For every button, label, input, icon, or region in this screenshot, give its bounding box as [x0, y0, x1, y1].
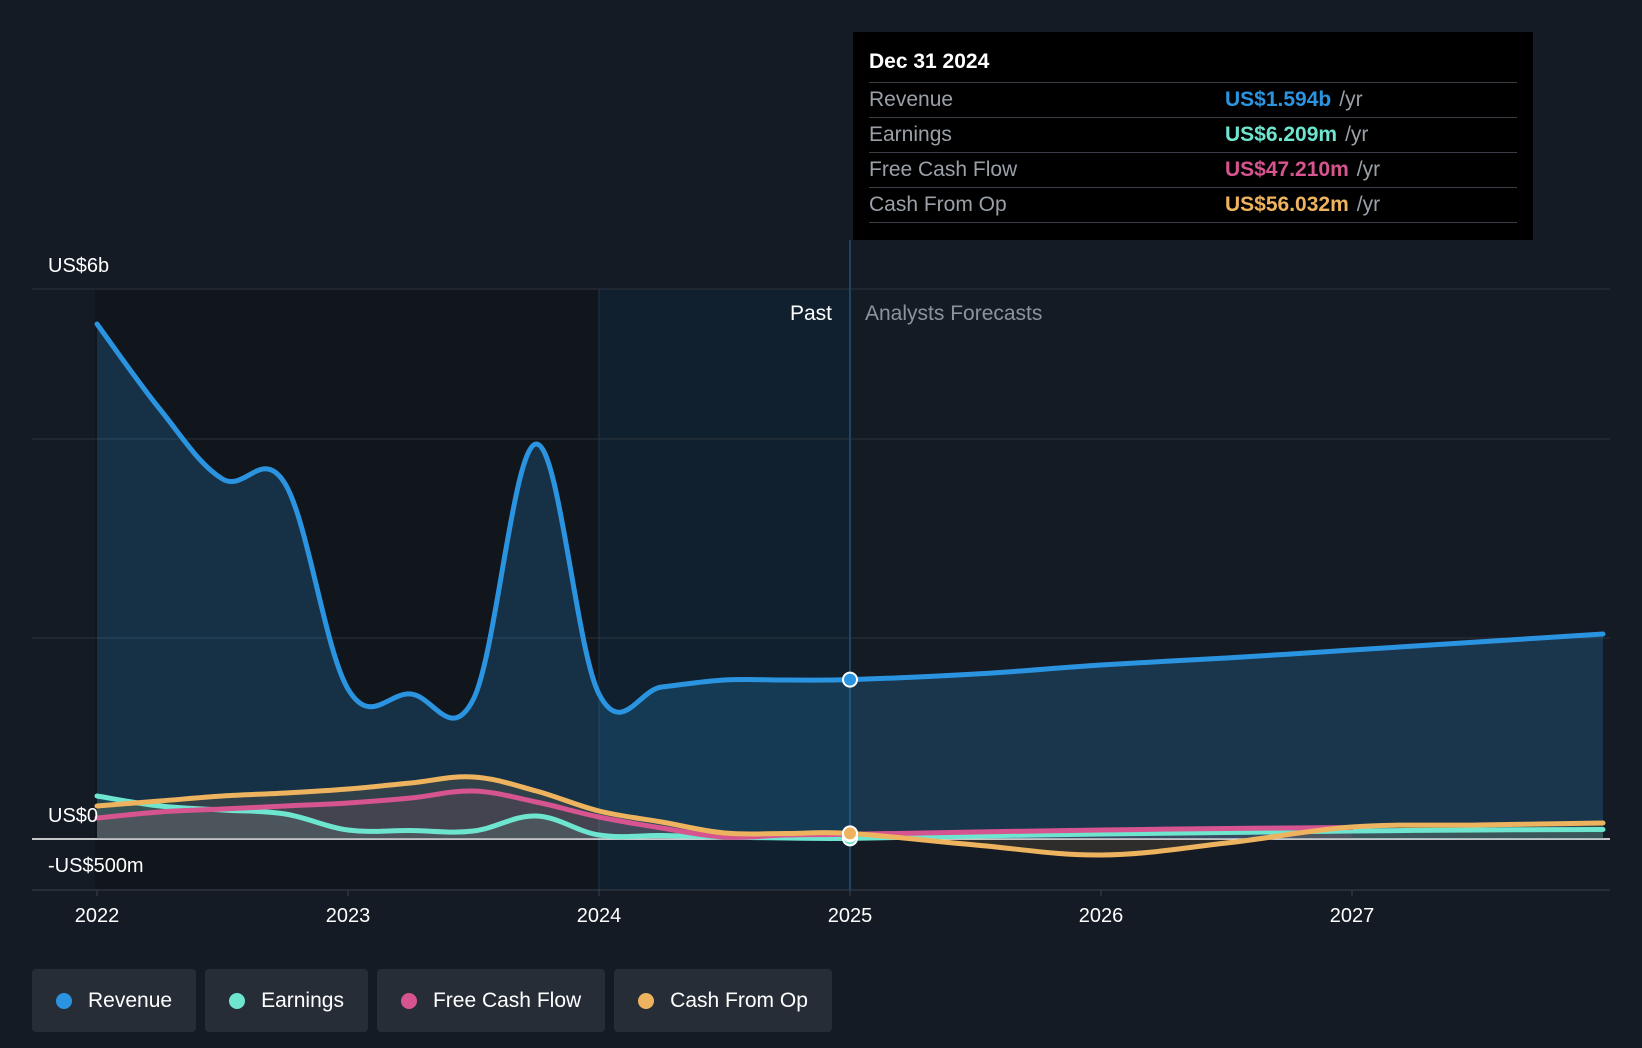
series-line-free-cash-flow: [94, 788, 1355, 840]
tooltip-label: Free Cash Flow: [869, 158, 1018, 181]
y-label-bottom: -US$500m: [48, 855, 144, 877]
tooltip-row-free-cash-flow: Free Cash Flow US$47.210m /yr: [869, 152, 1517, 187]
legend-item-revenue[interactable]: Revenue: [32, 969, 197, 1032]
tooltip-value: US$1.594b: [1225, 88, 1332, 111]
tooltip-unit: /yr: [1356, 193, 1381, 216]
past-label: Past: [790, 302, 832, 325]
tooltip-value: US$47.210m: [1225, 158, 1349, 181]
tooltip-unit: /yr: [1339, 88, 1363, 111]
x-tick-label: 2022: [75, 905, 120, 927]
tooltip: Dec 31 2024 Revenue US$1.594b /yr Earnin…: [853, 32, 1533, 240]
legend: Revenue Earnings Free Cash Flow Cash Fro…: [32, 969, 832, 1032]
x-tick-label: 2024: [577, 905, 622, 927]
tooltip-row-revenue: Revenue US$1.594b /yr: [869, 82, 1517, 117]
y-label-top: US$6b: [48, 255, 109, 277]
chart: US$6b US$0 -US$500m Past Analysts Forecasts 2…: [32, 240, 1610, 927]
tooltip-label: Earnings: [869, 123, 952, 146]
tooltip-row-earnings: Earnings US$6.209m /yr: [869, 117, 1517, 152]
legend-dot: [229, 992, 246, 1009]
series-line-cash-from-op: [94, 774, 1606, 858]
point-marker-cash-from-op: [842, 825, 858, 842]
x-tick-label: 2026: [1079, 905, 1124, 927]
legend-item-free-cash-flow[interactable]: Free Cash Flow: [376, 969, 606, 1032]
tooltip-date: Dec 31 2024: [869, 50, 990, 73]
point-marker-revenue: [842, 671, 858, 688]
tooltip-value: US$6.209m: [1225, 123, 1338, 146]
tooltip-label: Revenue: [869, 88, 954, 111]
legend-label: Free Cash Flow: [432, 988, 582, 1012]
past-highlight-region: [599, 289, 850, 890]
forecast-label: Analysts Forecasts: [865, 302, 1042, 325]
series-area-revenue: [97, 324, 1603, 839]
legend-dot: [400, 992, 417, 1009]
y-label-zero: US$0: [48, 805, 98, 827]
legend-label: Revenue: [88, 988, 173, 1012]
tooltip-unit: /yr: [1345, 123, 1369, 146]
series-area-cash-from-op: [97, 776, 1603, 856]
x-tick-label: 2025: [828, 905, 873, 927]
series-area-earnings: [97, 796, 1603, 839]
legend-item-earnings[interactable]: Earnings: [205, 969, 368, 1032]
legend-label: Cash From Op: [670, 988, 808, 1012]
tooltip-unit: /yr: [1356, 158, 1381, 181]
series-line-revenue: [94, 321, 1606, 721]
x-tick-label: 2027: [1330, 905, 1375, 927]
tooltip-value: US$56.032m: [1225, 193, 1349, 216]
legend-label: Earnings: [261, 988, 344, 1012]
legend-dot: [56, 992, 72, 1009]
tooltip-row-cash-from-op: Cash From Op US$56.032m /yr: [869, 187, 1517, 223]
legend-dot: [638, 992, 655, 1009]
tooltip-label: Cash From Op: [869, 193, 1007, 216]
series-area-free-cash-flow: [97, 790, 1352, 839]
legend-item-cash-from-op[interactable]: Cash From Op: [614, 969, 832, 1032]
x-tick-label: 2023: [326, 905, 371, 927]
